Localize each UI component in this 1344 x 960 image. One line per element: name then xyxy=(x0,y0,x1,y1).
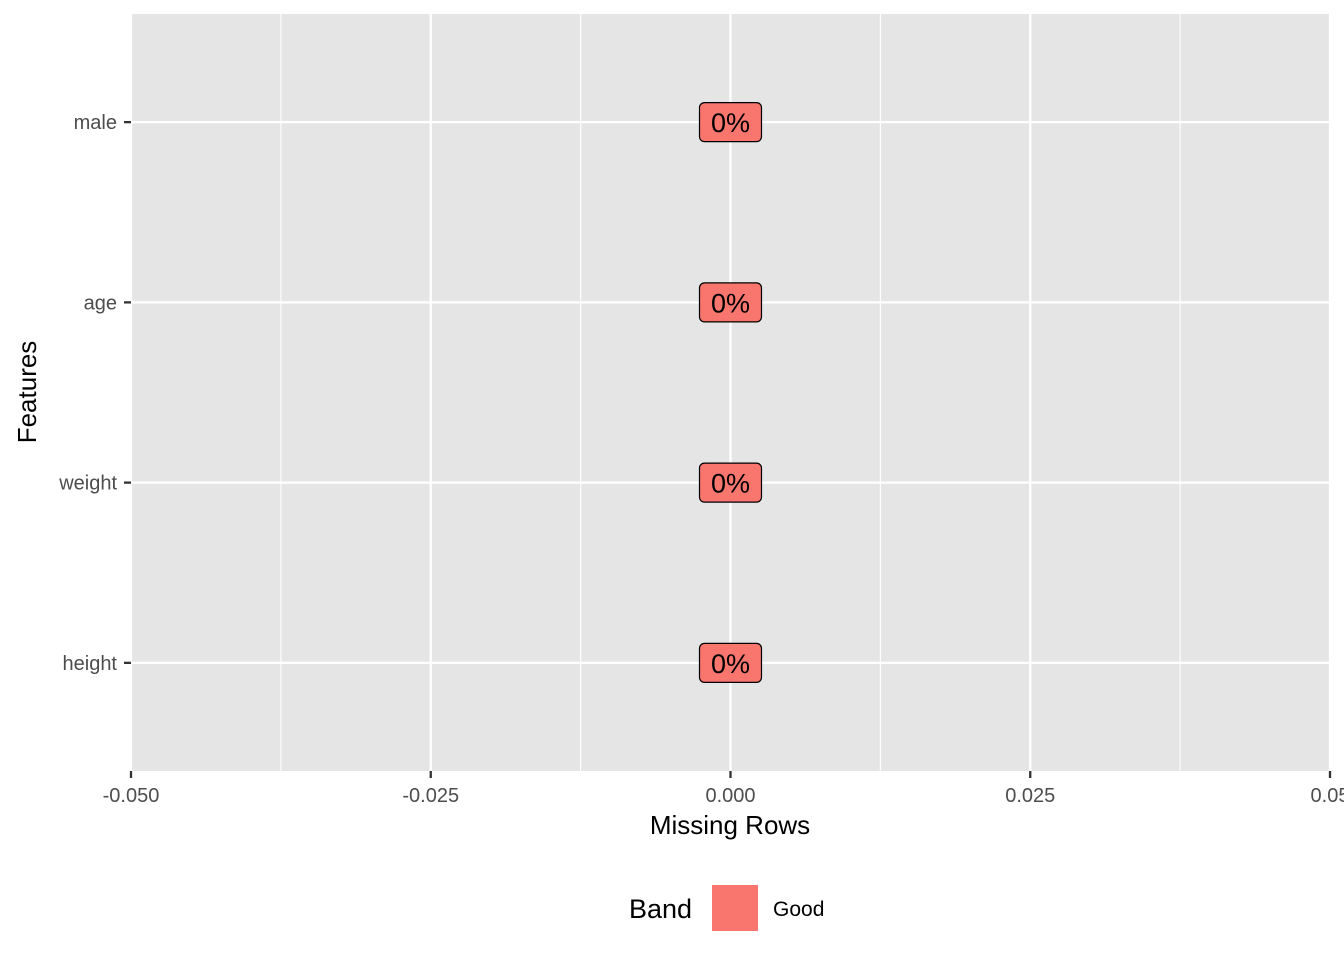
legend-title: Band xyxy=(629,894,692,924)
data-label-height: 0% xyxy=(711,649,750,679)
label-box-age xyxy=(698,282,763,323)
data-labels: 0% 0% 0% 0% xyxy=(698,102,763,683)
x-axis-title: Missing Rows xyxy=(650,810,810,840)
legend-label-good: Good xyxy=(773,898,824,921)
x-tick-label: 0.05 xyxy=(1311,785,1344,807)
x-tick-label: -0.025 xyxy=(402,785,459,807)
y-tick-label-height: height xyxy=(63,653,118,675)
y-tick-label-age: age xyxy=(84,292,117,314)
y-axis: male age weight height xyxy=(58,112,131,675)
y-tick-label-weight: weight xyxy=(58,473,117,495)
y-axis-title: Features xyxy=(12,341,42,444)
legend: Band Good xyxy=(629,885,824,931)
x-axis: -0.050 -0.025 0.000 0.025 0.05 xyxy=(103,771,1344,807)
data-label-age: 0% xyxy=(711,288,750,318)
legend-key-good xyxy=(712,885,758,931)
x-tick-label: 0.025 xyxy=(1005,785,1055,807)
y-tick-label-male: male xyxy=(74,112,117,134)
x-tick-label: -0.050 xyxy=(103,785,160,807)
data-label-male: 0% xyxy=(711,108,750,138)
minor-gridlines xyxy=(280,14,1181,771)
label-box-male xyxy=(698,102,763,143)
label-box-weight xyxy=(698,462,763,503)
label-box-height xyxy=(698,642,763,683)
data-label-weight: 0% xyxy=(711,469,750,499)
x-tick-label: 0.000 xyxy=(705,785,755,807)
